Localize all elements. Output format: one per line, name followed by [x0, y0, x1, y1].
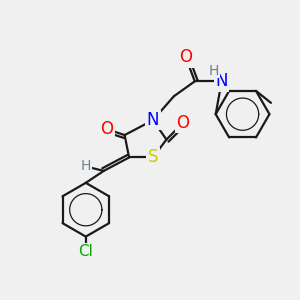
Text: H: H — [209, 64, 219, 78]
Text: O: O — [100, 120, 113, 138]
Text: S: S — [148, 148, 158, 166]
Text: H: H — [81, 159, 91, 173]
Text: N: N — [215, 72, 228, 90]
Text: Cl: Cl — [78, 244, 93, 259]
Text: O: O — [179, 48, 192, 66]
Text: O: O — [176, 114, 189, 132]
Text: N: N — [147, 111, 159, 129]
